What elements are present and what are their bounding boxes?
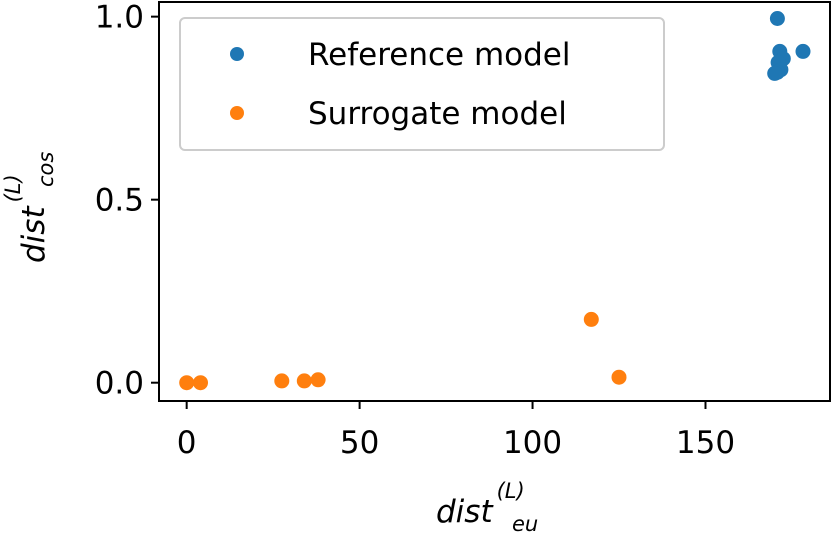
legend-label-reference-model: Reference model <box>308 37 571 73</box>
legend-marker-reference-model <box>230 47 244 61</box>
point-reference-model-1 <box>795 43 811 59</box>
legend-box <box>179 17 665 151</box>
axes: 0 50 100 150 0.0 0.5 1.0 <box>95 0 831 461</box>
y-tick-label-0: 0.0 <box>95 366 144 402</box>
y-axis-label-sub: cos <box>34 152 58 187</box>
x-axis-label-sub: eu <box>512 512 538 536</box>
x-axis-label-main: dist <box>436 494 494 530</box>
x-tick-label-2: 100 <box>503 425 562 461</box>
point-surrogate-model-4 <box>310 372 326 388</box>
y-tick-label-1: 0.5 <box>95 183 144 219</box>
legend-marker-surrogate-model <box>230 106 244 120</box>
x-tick-label-1: 50 <box>340 425 379 461</box>
point-reference-model-0 <box>769 11 785 26</box>
x-axis-label-sup: (L) <box>497 479 525 503</box>
point-surrogate-model-3 <box>296 373 312 389</box>
y-axis-label-sup: (L) <box>1 174 25 202</box>
y-tick-label-2: 1.0 <box>95 0 144 36</box>
x-tick-label-0: 0 <box>177 425 197 461</box>
x-axis-label: dist (L) eu <box>436 479 538 536</box>
legend-label-surrogate-model: Surrogate model <box>308 96 567 132</box>
point-surrogate-model-5 <box>583 311 599 327</box>
x-tick-label-3: 150 <box>676 425 735 461</box>
plot-area <box>179 11 811 391</box>
axes-frame <box>158 1 831 402</box>
point-surrogate-model-6 <box>611 369 627 385</box>
point-surrogate-model-1 <box>193 375 208 391</box>
y-axis-label-main: dist <box>16 205 52 263</box>
point-reference-model-7 <box>767 65 783 81</box>
legend: Reference model Surrogate model <box>179 17 665 151</box>
y-axis-label: dist (L) cos <box>1 152 58 263</box>
point-surrogate-model-0 <box>179 375 195 391</box>
point-surrogate-model-2 <box>274 373 290 389</box>
